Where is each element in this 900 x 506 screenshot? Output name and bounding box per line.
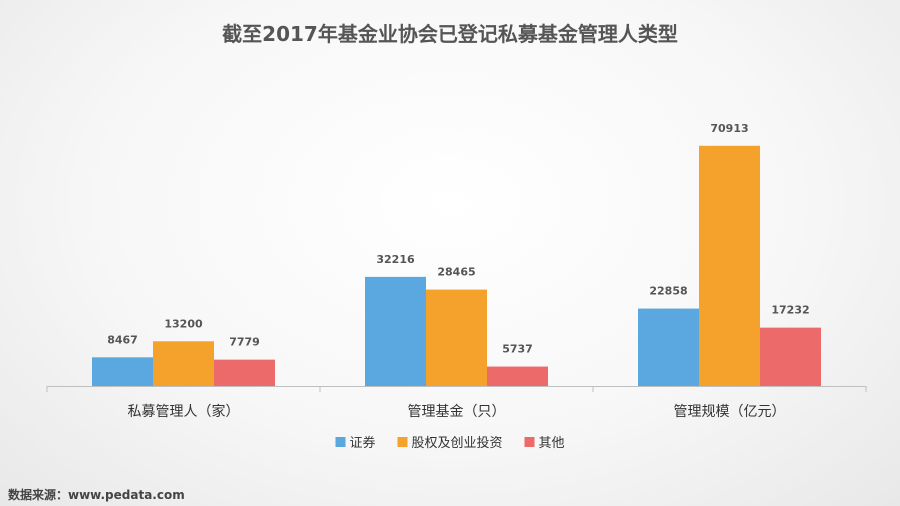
bar-0-0: [92, 357, 153, 386]
bar-2-0: [638, 308, 699, 386]
legend-label-1: 股权及创业投资: [412, 435, 503, 451]
value-label-2-1: 70913: [710, 122, 748, 135]
legend-swatch-0: [335, 437, 346, 447]
legend-swatch-2: [524, 437, 535, 447]
bar-2-1: [699, 145, 760, 386]
bar-1-1: [426, 289, 487, 386]
category-label-1: 管理基金（只）: [408, 403, 506, 420]
value-label-0-2: 7779: [229, 336, 260, 349]
value-label-0-0: 8467: [107, 333, 138, 346]
value-label-1-2: 5737: [502, 343, 533, 356]
bar-0-2: [214, 359, 275, 386]
value-labels-group: 8467 13200 7779 32216 28465 5737 22858 70913 172…: [107, 122, 809, 356]
bar-2-2: [760, 327, 821, 386]
value-label-0-1: 13200: [164, 317, 203, 330]
value-label-1-1: 28465: [437, 266, 475, 279]
legend-swatch-1: [397, 437, 408, 447]
source-note: 数据来源：www.pedata.com: [8, 488, 185, 502]
legend: 证券 股权及创业投资 其他: [335, 435, 565, 451]
category-label-2: 管理规模（亿元）: [674, 404, 786, 420]
bar-1-0: [365, 276, 426, 386]
legend-label-2: 其他: [539, 436, 565, 451]
x-axis-ticks: [46, 386, 867, 392]
chart-title: 截至2017年基金业协会已登记私募基金管理人类型: [222, 22, 678, 46]
value-label-2-2: 17232: [771, 304, 809, 317]
bars-group: [92, 145, 821, 386]
value-label-1-0: 32216: [376, 253, 415, 266]
bar-0-1: [153, 341, 214, 386]
category-labels-group: 私募管理人（家） 管理基金（只） 管理规模（亿元）: [128, 403, 786, 420]
legend-label-0: 证券: [350, 435, 376, 451]
value-label-2-0: 22858: [649, 285, 687, 298]
category-label-0: 私募管理人（家）: [128, 403, 240, 420]
bar-1-2: [487, 366, 548, 386]
